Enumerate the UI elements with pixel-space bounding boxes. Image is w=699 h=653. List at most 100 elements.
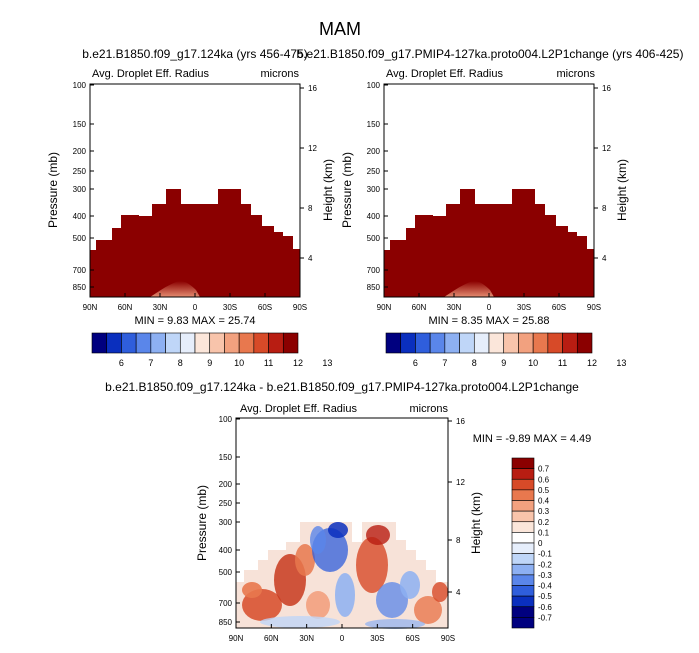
colorbar-swatch xyxy=(503,332,519,354)
panel-1-colorbar: 6 7 8 9 10 11 12 13 xyxy=(91,332,332,368)
panel-3-axes: 90N 60N 30N 0 30S 60S 90S 100 150 200 250 300 400 50… xyxy=(219,415,466,643)
panel-1-y-ticks: 100 150 200 250 300 400 500 700 850 xyxy=(73,81,94,292)
y-tick-label: 250 xyxy=(73,167,87,176)
colorbar-label: 11 xyxy=(558,358,567,368)
panel-3-y-ticks: 100 150 200 250 300 400 500 700 850 xyxy=(219,415,240,627)
x-tick-label: 30S xyxy=(370,634,384,643)
y-tick-label: 700 xyxy=(219,599,233,608)
colorbar-swatch xyxy=(511,617,535,629)
x-tick-label: 30N xyxy=(153,303,168,312)
panel-2-stats: MIN = 8.35 MAX = 25.88 xyxy=(428,315,549,327)
y-right-tick-label: 8 xyxy=(456,536,461,545)
colorbar-swatch xyxy=(121,332,137,354)
y-tick-label: 850 xyxy=(367,283,381,292)
colorbar-label: 0 xyxy=(538,539,543,548)
panel-1-title: b.e21.B1850.f09_g17.124ka (yrs 456-475) xyxy=(82,47,308,61)
y-tick-label: 700 xyxy=(367,266,381,275)
x-tick-label: 30S xyxy=(223,303,237,312)
colorbar-label: 10 xyxy=(234,358,244,368)
panel-3-stats: MIN = -9.89 MAX = 4.49 xyxy=(473,433,592,445)
colorbar-swatch xyxy=(91,332,108,354)
colorbar-swatch xyxy=(511,542,535,554)
colorbar-label: -0.2 xyxy=(538,560,552,569)
colorbar-swatch xyxy=(511,553,535,565)
colorbar-label: 0.3 xyxy=(538,507,550,516)
panel-2-field xyxy=(384,189,594,297)
y-tick-label: 100 xyxy=(367,81,381,90)
panel-2-ylabel-right: Height (km) xyxy=(615,159,629,221)
colorbar-swatch xyxy=(179,332,196,354)
y-right-tick-label: 16 xyxy=(602,84,611,93)
colorbar-swatch xyxy=(444,332,460,354)
colorbar-label: 8 xyxy=(178,358,183,368)
colorbar-swatch xyxy=(511,574,535,586)
colorbar-label: 7 xyxy=(148,358,153,368)
panel-2-ylabel: Pressure (mb) xyxy=(340,152,354,228)
colorbar-swatch xyxy=(268,332,284,354)
panel-2: b.e21.B1850.f09_g17.PMIP4-127ka.proto004… xyxy=(297,47,684,368)
colorbar-swatch xyxy=(511,500,535,512)
y-right-tick-label: 4 xyxy=(602,254,607,263)
colorbar-swatch xyxy=(511,489,535,501)
y-tick-label: 500 xyxy=(73,234,87,243)
x-tick-label: 90N xyxy=(229,634,244,643)
y-tick-label: 150 xyxy=(73,120,87,129)
colorbar-label: 7 xyxy=(442,358,447,368)
y-right-tick-label: 16 xyxy=(308,84,317,93)
colorbar-swatch xyxy=(511,585,535,597)
panel-1: b.e21.B1850.f09_g17.124ka (yrs 456-475) … xyxy=(46,47,335,368)
y-right-tick-label: 8 xyxy=(308,204,313,213)
x-tick-label: 0 xyxy=(487,303,492,312)
y-tick-label: 300 xyxy=(73,185,87,194)
y-right-tick-label: 4 xyxy=(456,588,461,597)
colorbar-swatch xyxy=(511,457,535,469)
colorbar-swatch xyxy=(106,332,122,354)
panel-1-subtitle-right: microns xyxy=(260,68,299,80)
colorbar-label: -0.4 xyxy=(538,582,552,591)
colorbar-swatch xyxy=(253,332,269,354)
x-tick-label: 0 xyxy=(340,634,345,643)
colorbar-label: 6 xyxy=(413,358,418,368)
panel-1-ylabel: Pressure (mb) xyxy=(46,152,60,228)
colorbar-label: 0.2 xyxy=(538,518,550,527)
x-tick-label: 60S xyxy=(406,634,420,643)
panel-3-ylabel-right: Height (km) xyxy=(469,492,483,554)
colorbar-label: 12 xyxy=(293,358,303,368)
x-tick-label: 60N xyxy=(412,303,427,312)
panel-1-field-warm-bulge xyxy=(150,281,200,297)
panel-2-title: b.e21.B1850.f09_g17.PMIP4-127ka.proto004… xyxy=(297,47,684,61)
colorbar-label: -0.1 xyxy=(538,550,552,559)
y-tick-label: 150 xyxy=(367,120,381,129)
y-tick-label: 100 xyxy=(219,415,233,424)
panel-1-x-ticks: 90N 60N 30N 0 30S 60S 90S xyxy=(83,293,307,312)
colorbar-label: 8 xyxy=(472,358,477,368)
panel-2-field-warm-bulge xyxy=(444,281,494,297)
y-tick-label: 500 xyxy=(367,234,381,243)
panel-3-subtitle-left: Avg. Droplet Eff. Radius xyxy=(240,403,357,415)
colorbar-swatch xyxy=(150,332,166,354)
colorbar-swatch xyxy=(576,332,593,354)
y-tick-label: 250 xyxy=(367,167,381,176)
colorbar-swatch xyxy=(429,332,446,354)
colorbar-swatch xyxy=(194,332,211,354)
y-right-tick-label: 8 xyxy=(602,204,607,213)
colorbar-swatch xyxy=(400,332,416,354)
x-tick-label: 60N xyxy=(118,303,133,312)
y-tick-label: 400 xyxy=(73,212,87,221)
y-right-tick-label: 12 xyxy=(308,144,317,153)
colorbar-label: 11 xyxy=(264,358,273,368)
colorbar-label: 10 xyxy=(528,358,538,368)
panel-2-x-ticks: 90N 60N 30N 0 30S 60S 90S xyxy=(377,293,601,312)
x-tick-label: 30S xyxy=(517,303,531,312)
y-tick-label: 200 xyxy=(73,147,87,156)
colorbar-label: -0.5 xyxy=(538,592,552,601)
colorbar-label: 0.5 xyxy=(538,486,550,495)
panel-3-ylabel: Pressure (mb) xyxy=(195,485,209,561)
colorbar-swatch xyxy=(511,606,535,618)
y-tick-label: 500 xyxy=(219,568,233,577)
x-tick-label: 90S xyxy=(293,303,307,312)
y-tick-label: 200 xyxy=(367,147,381,156)
colorbar-swatch xyxy=(532,332,549,354)
colorbar-label: 13 xyxy=(322,358,332,368)
